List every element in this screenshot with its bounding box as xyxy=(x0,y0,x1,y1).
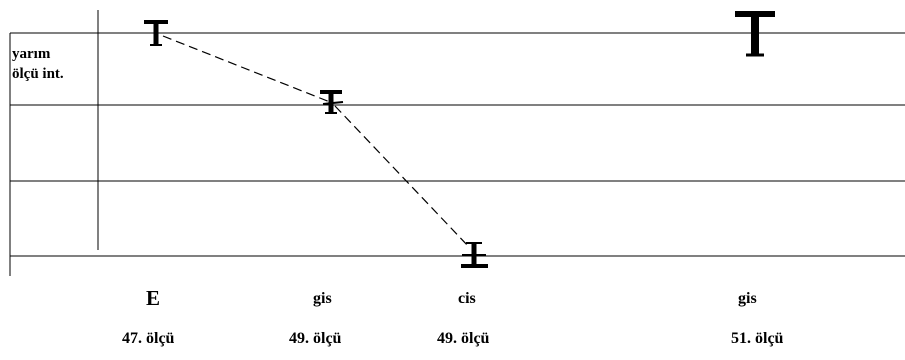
measure-label-n2: 49. ölçü xyxy=(289,330,341,348)
pitch-label-n4: gis xyxy=(738,290,757,308)
connector-n2-n3 xyxy=(335,106,470,248)
row-label-line-1: yarım xyxy=(12,44,64,64)
row-label: yarım ölçü int. xyxy=(12,44,64,84)
pitch-label-n1: E xyxy=(146,286,160,311)
note-mark-n1 xyxy=(144,22,168,46)
pitch-label-n3: cis xyxy=(458,290,476,308)
connector-n1-n2 xyxy=(163,36,330,102)
note-mark-n4 xyxy=(735,14,775,56)
measure-label-n4: 51. ölçü xyxy=(731,330,783,348)
measure-label-n1: 47. ölçü xyxy=(122,330,174,348)
note-mark-n3 xyxy=(461,243,488,266)
measure-label-n3: 49. ölçü xyxy=(437,330,489,348)
pitch-label-n2: gis xyxy=(313,290,332,308)
row-label-line-2: ölçü int. xyxy=(12,64,64,84)
